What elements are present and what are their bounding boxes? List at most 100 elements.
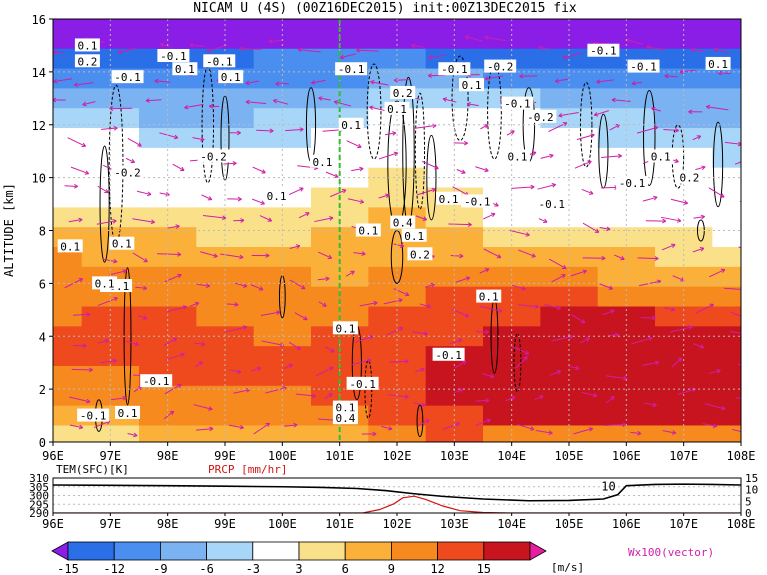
wind-vector-head: [485, 398, 490, 403]
contour-label: 0.2: [410, 248, 430, 261]
heatmap-cell: [368, 266, 427, 288]
wind-vector: [64, 185, 78, 187]
heatmap-cell: [655, 365, 713, 387]
wind-vector-head: [652, 402, 657, 408]
wind-vector-head: [325, 276, 330, 282]
wind-vector-head: [556, 305, 562, 311]
wind-vector: [109, 107, 133, 110]
wind-vector: [160, 43, 172, 48]
wind-vector: [206, 44, 227, 52]
contour-label-box: [332, 411, 358, 425]
wind-vector-head: [288, 363, 293, 369]
heatmap-cell: [81, 247, 140, 268]
wind-vector-head: [562, 264, 567, 270]
wind-vector-head: [104, 188, 109, 194]
wind-vector: [581, 391, 598, 397]
wind-vector-head: [208, 103, 214, 109]
wind-vector: [739, 200, 741, 202]
contour-label-box: [627, 59, 660, 73]
heatmap-cell: [712, 247, 741, 268]
heatmap-cell: [540, 286, 599, 308]
wind-vector: [483, 248, 502, 259]
wind-vector: [535, 430, 553, 434]
contour-label-box: [384, 101, 410, 115]
wind-vector: [67, 137, 86, 147]
wind-vector: [690, 49, 705, 52]
wind-vector: [163, 337, 177, 347]
wind-vector: [631, 81, 643, 85]
wind-vector: [692, 247, 705, 253]
heatmap-cell: [597, 326, 656, 347]
wind-vector-head: [173, 134, 179, 140]
wind-vector: [315, 366, 334, 377]
wind-vector: [297, 48, 321, 53]
heatmap-cell: [597, 365, 656, 387]
lower-right-tick-label: 10: [745, 484, 758, 497]
wind-vector-head: [562, 122, 568, 127]
y-tick-label: 4: [39, 330, 46, 344]
y-tick-label: 10: [32, 172, 46, 186]
legend-precipitation: PRCP [mm/hr]: [208, 463, 287, 476]
wind-vector: [646, 46, 666, 50]
heatmap-cell: [712, 266, 741, 288]
wind-vector-head: [113, 296, 118, 302]
wind-vector: [534, 395, 544, 401]
wind-vector-head: [372, 431, 377, 437]
heatmap-cell: [712, 88, 741, 109]
contour-label-box: [390, 215, 416, 229]
contour-label: 0.1: [507, 150, 527, 163]
heatmap-cell: [597, 68, 656, 89]
wind-vector: [480, 124, 489, 130]
heatmap-cell: [655, 88, 713, 109]
lower-left-tick-label: 300: [29, 490, 49, 503]
wind-vector-head: [260, 200, 265, 205]
heatmap-cell: [655, 187, 713, 208]
contour-label: 0.1: [313, 156, 333, 169]
heatmap-cell: [253, 385, 312, 407]
wind-vector: [693, 343, 705, 349]
y-tick-label: 12: [32, 119, 46, 133]
wind-vector: [456, 169, 466, 174]
lower-plot-background: [53, 478, 741, 513]
wind-vector: [228, 424, 244, 429]
colorbar-label: 9: [388, 562, 395, 575]
wind-vector: [549, 370, 561, 376]
wind-vector: [693, 216, 705, 219]
wind-vector: [233, 389, 250, 394]
colorbar-label: -15: [57, 562, 79, 575]
wind-vector-head: [589, 190, 594, 195]
heatmap-cell: [425, 128, 484, 149]
heatmap-cell: [483, 128, 541, 149]
heatmap-cell: [483, 68, 541, 89]
wind-vector: [189, 302, 199, 307]
heatmap-cell: [81, 425, 140, 442]
wind-vector-head: [484, 167, 489, 173]
contour-label-box: [346, 376, 379, 390]
heatmap-cell: [139, 306, 197, 327]
wind-vector-head: [327, 254, 333, 260]
wind-vector-head: [333, 100, 339, 105]
contour-label-box: [616, 175, 649, 189]
wind-vector-head: [489, 373, 495, 379]
wind-vector: [465, 36, 483, 42]
contour-label: -0.1: [504, 98, 531, 111]
heatmap-cell: [53, 326, 83, 347]
wind-vector: [417, 419, 430, 427]
lower-x-tick-label: 105E: [555, 517, 584, 531]
contour-label-box: [335, 62, 368, 76]
wind-vector: [69, 396, 91, 403]
heatmap-cell: [368, 167, 427, 189]
wind-vector: [384, 132, 397, 136]
wind-vector-head: [582, 269, 587, 275]
wind-vector-head: [242, 283, 248, 288]
heatmap-cell: [253, 167, 312, 189]
wind-vector: [108, 270, 127, 276]
wind-vector-head: [529, 426, 535, 431]
wind-vector-head: [145, 98, 150, 103]
contour-label-box: [676, 170, 702, 184]
heatmap-cell: [483, 385, 541, 407]
wind-vector-head: [295, 244, 301, 249]
wind-vector: [642, 361, 659, 366]
wind-vector-head: [484, 35, 489, 41]
